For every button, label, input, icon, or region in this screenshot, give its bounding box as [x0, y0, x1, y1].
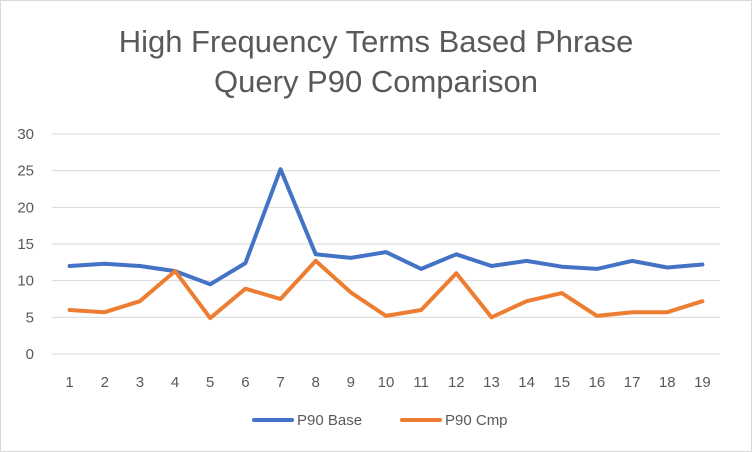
x-tick-label-12: 12: [448, 374, 465, 391]
series-line-p90-cmp: [67, 258, 705, 321]
x-tick-label-14: 14: [518, 374, 535, 391]
series-line-p90-base: [67, 167, 705, 287]
y-tick-label-15: 15: [17, 236, 34, 253]
x-tick-label-9: 9: [347, 374, 355, 391]
y-tick-label-25: 25: [17, 163, 34, 180]
y-axis-tick-labels: 0 5 10 15 20 25 30: [17, 126, 34, 363]
x-tick-label-16: 16: [589, 374, 606, 391]
y-tick-label-20: 20: [17, 199, 34, 216]
y-tick-label-0: 0: [26, 346, 34, 363]
legend: P90 Base P90 Cmp: [252, 412, 508, 429]
x-tick-label-6: 6: [241, 374, 249, 391]
x-tick-label-11: 11: [413, 374, 429, 391]
x-tick-label-19: 19: [694, 374, 711, 391]
x-tick-label-2: 2: [101, 374, 109, 391]
y-tick-label-30: 30: [17, 126, 34, 143]
x-tick-label-4: 4: [171, 374, 179, 391]
legend-label-p90-base: P90 Base: [297, 412, 362, 429]
x-tick-label-1: 1: [65, 374, 73, 391]
x-tick-label-3: 3: [136, 374, 144, 391]
gridlines: [52, 133, 720, 355]
chart-title-line-2: Query P90 Comparison: [214, 64, 538, 99]
x-tick-label-13: 13: [483, 374, 500, 391]
legend-label-p90-cmp: P90 Cmp: [445, 412, 508, 429]
x-tick-label-15: 15: [553, 374, 570, 391]
y-tick-label-5: 5: [26, 309, 34, 326]
x-tick-label-17: 17: [624, 374, 641, 391]
x-axis-tick-labels: 1 2 3 4 5 6 7 8 9 10 11 12 13 14 15 16 17 18 19: [65, 374, 710, 391]
y-tick-label-10: 10: [17, 273, 34, 290]
series-lines: [67, 167, 705, 321]
x-tick-label-5: 5: [206, 374, 214, 391]
x-tick-label-8: 8: [312, 374, 320, 391]
x-tick-label-18: 18: [659, 374, 676, 391]
x-tick-label-7: 7: [276, 374, 284, 391]
x-tick-label-10: 10: [378, 374, 395, 391]
chart-title: High Frequency Terms Based Phrase Query …: [0, 22, 752, 102]
chart-title-line-1: High Frequency Terms Based Phrase: [118, 24, 634, 59]
